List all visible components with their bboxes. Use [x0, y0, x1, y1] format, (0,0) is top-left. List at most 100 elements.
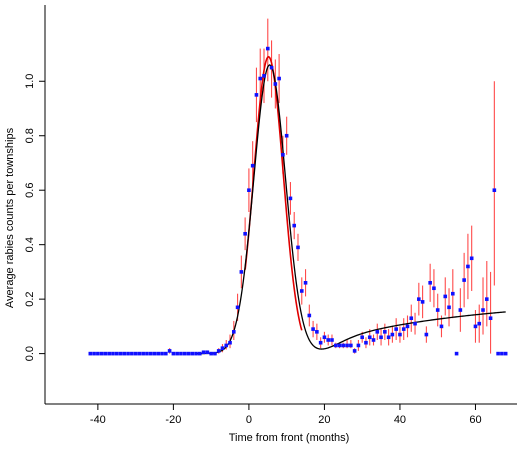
x-tick-label: 20 [318, 414, 330, 426]
data-point [417, 297, 421, 301]
y-tick-label: 1.0 [24, 74, 36, 89]
data-point [360, 335, 364, 340]
data-point [330, 338, 334, 342]
data-point [299, 289, 304, 293]
data-point [371, 338, 376, 342]
data-point [337, 343, 342, 348]
data-point [88, 351, 93, 356]
data-point [496, 351, 500, 356]
data-point [186, 351, 191, 356]
data-point [281, 152, 285, 157]
data-point [364, 340, 368, 345]
data-point [96, 351, 100, 356]
data-point [424, 332, 429, 337]
data-point [401, 327, 406, 331]
data-point [103, 351, 108, 356]
data-point [130, 351, 134, 356]
data-point [99, 351, 104, 356]
y-tick-label: 0.0 [24, 346, 36, 361]
data-point [379, 335, 383, 340]
data-point [194, 351, 198, 356]
data-point [179, 351, 183, 356]
data-point [394, 327, 398, 331]
y-axis-title: Average rabies counts per townships [4, 127, 16, 308]
data-point [258, 76, 263, 81]
data-point [303, 281, 308, 285]
data-point [454, 351, 459, 356]
data-point [273, 82, 278, 86]
data-point [345, 343, 349, 348]
early-fit-curve [244, 55, 303, 331]
data-point [122, 351, 127, 356]
axes [44, 5, 517, 405]
x-tick-label: 0 [246, 414, 252, 426]
data-point [458, 308, 463, 312]
data-point [235, 305, 240, 310]
data-point [311, 327, 315, 331]
data-point [205, 350, 210, 355]
data-point [152, 351, 157, 356]
data-point [428, 281, 432, 285]
data-point [383, 330, 387, 334]
data-point [156, 351, 161, 356]
data-point [216, 349, 221, 353]
error-bars [169, 18, 495, 354]
data-point [292, 223, 297, 228]
data-point [405, 324, 410, 329]
x-axis-title: Time from front (months) [229, 432, 350, 444]
data-point [296, 245, 300, 250]
data-point [443, 294, 448, 299]
data-point [439, 324, 444, 329]
data-point [288, 196, 293, 201]
data-point [398, 332, 402, 337]
data-points [88, 46, 508, 356]
data-point [277, 76, 281, 81]
data-point [356, 343, 361, 348]
data-point [160, 351, 164, 356]
model-curve [196, 64, 506, 355]
y-ticks: 0.0 0.2 0.4 0.6 0.8 1.0 [24, 74, 45, 361]
data-point [367, 335, 372, 340]
data-point [435, 308, 440, 312]
y-tick-label: 0.6 [24, 183, 36, 198]
data-point [133, 351, 138, 356]
x-tick-label: 60 [469, 414, 481, 426]
x-ticks: -40 -20 0 20 40 60 [90, 404, 482, 426]
data-point [447, 305, 451, 310]
data-point [386, 335, 391, 340]
data-point [469, 256, 474, 261]
data-point [326, 338, 330, 342]
data-point [201, 350, 206, 355]
data-point [118, 351, 123, 356]
data-point [420, 300, 425, 304]
data-point [92, 351, 96, 356]
data-point [462, 278, 466, 282]
data-point [167, 349, 172, 353]
data-point [148, 351, 153, 356]
data-point [209, 351, 213, 356]
data-point [315, 330, 319, 334]
data-point [243, 231, 247, 236]
data-point [352, 349, 357, 353]
data-point [114, 351, 119, 356]
data-point [492, 188, 497, 193]
y-tick-label: 0.2 [24, 291, 36, 306]
y-tick-label: 0.8 [24, 128, 36, 143]
data-point [265, 46, 270, 51]
data-point [432, 286, 436, 291]
data-point [409, 316, 414, 321]
data-point [137, 351, 142, 356]
x-tick-label: -20 [165, 414, 181, 426]
data-point [164, 351, 168, 356]
x-tick-label: -40 [90, 414, 106, 426]
data-point [175, 351, 179, 356]
data-point [254, 93, 259, 97]
data-point [247, 188, 251, 193]
data-point [322, 335, 327, 340]
data-point [318, 340, 323, 345]
data-point [269, 65, 274, 70]
y-tick-label: 0.4 [24, 237, 36, 252]
data-point [182, 351, 187, 356]
data-point [488, 316, 493, 321]
